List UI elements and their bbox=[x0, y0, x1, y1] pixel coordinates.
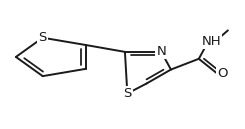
Text: N: N bbox=[156, 45, 166, 58]
Text: O: O bbox=[217, 67, 228, 80]
Text: S: S bbox=[123, 87, 132, 100]
Text: NH: NH bbox=[202, 35, 221, 48]
Text: S: S bbox=[38, 31, 47, 44]
